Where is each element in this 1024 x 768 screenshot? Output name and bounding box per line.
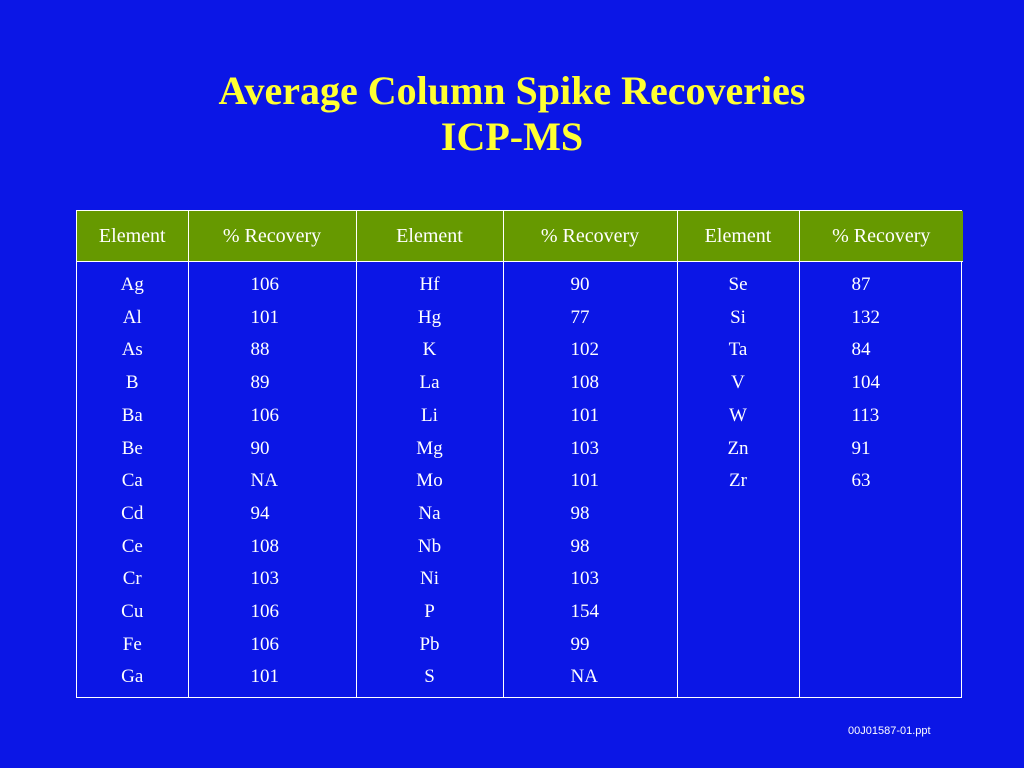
recovery-value: 106	[250, 274, 280, 295]
element-column-2: Hf Hg K La Li Mg Mo Na Nb Ni P Pb S	[355, 261, 503, 697]
recovery-value: 101	[570, 470, 600, 492]
element-column-1: Ag Al As B Ba Be Ca Cd Ce Cr Cu Fe Ga	[77, 262, 188, 698]
element-symbol: Ga	[121, 666, 144, 688]
element-symbol: Li	[421, 404, 438, 426]
element-symbol: Fe	[122, 633, 142, 655]
recovery-column-3: 87 132 84 104 113 91 63	[798, 261, 963, 697]
element-symbol: Cu	[121, 601, 144, 623]
header-recovery-3: % Recovery	[798, 211, 963, 262]
recovery-value: 63	[851, 470, 871, 492]
header-element-3: Element	[676, 211, 799, 262]
element-symbol: As	[121, 339, 143, 361]
title-line-2: ICP-MS	[440, 114, 584, 159]
element-symbol: Cr	[122, 568, 142, 590]
recovery-value: 154	[570, 601, 600, 623]
recovery-value: 132	[851, 306, 881, 328]
element-symbol: Zn	[727, 437, 749, 459]
recovery-value: 104	[851, 372, 881, 394]
header-recovery-1: % Recovery	[187, 211, 356, 262]
element-symbol: Nb	[417, 535, 442, 557]
element-symbol: Na	[418, 502, 441, 524]
recovery-value: 94	[250, 502, 270, 524]
element-symbol: Ni	[420, 568, 439, 590]
element-symbol: Ag	[120, 274, 144, 295]
table-body-row: Ag Al As B Ba Be Ca Cd Ce Cr Cu Fe Ga 106 101 88 89 106 9…	[77, 261, 963, 698]
recovery-value: 103	[570, 437, 600, 459]
recovery-value: 88	[250, 339, 270, 361]
recovery-value: 101	[570, 404, 600, 426]
element-symbol: S	[424, 666, 435, 688]
element-symbol: Cd	[121, 502, 144, 524]
element-column-3: Se Si Ta V W Zn Zr	[676, 261, 799, 697]
slide-title: Average Column Spike Recoveries ICP-MS	[0, 68, 1024, 160]
element-symbol: Zr	[729, 470, 747, 492]
recovery-value: NA	[570, 666, 598, 688]
recovery-value: 87	[851, 274, 871, 295]
element-symbol: La	[419, 372, 440, 394]
element-symbol: Se	[728, 274, 748, 295]
recovery-table-container: Element % Recovery Element % Recovery El…	[76, 210, 963, 698]
element-symbol: Ba	[121, 404, 143, 426]
element-symbol: K	[422, 339, 437, 361]
element-symbol: Hg	[417, 306, 442, 328]
element-symbol: Be	[121, 437, 143, 459]
recovery-value: 108	[250, 535, 280, 557]
recovery-value: 106	[250, 601, 280, 623]
recovery-value: 101	[250, 666, 280, 688]
element-symbol: V	[731, 372, 745, 394]
element-symbol: Ta	[728, 339, 748, 361]
element-symbol: Pb	[419, 633, 440, 655]
recovery-value: 99	[570, 633, 590, 655]
recovery-value: 77	[570, 306, 590, 328]
element-symbol: Mo	[416, 470, 443, 492]
recovery-value: 90	[570, 274, 590, 295]
recovery-value: 91	[851, 437, 871, 459]
element-symbol: W	[729, 404, 747, 426]
element-symbol: Al	[122, 306, 142, 328]
title-line-1: Average Column Spike Recoveries	[218, 68, 806, 113]
recovery-column-1: 106 101 88 89 106 90 NA 94 108 103 106 106 101	[187, 261, 356, 697]
recovery-value: 98	[570, 502, 590, 524]
recovery-value: 89	[250, 372, 270, 394]
element-symbol: Si	[730, 306, 746, 328]
recovery-value: 101	[250, 306, 280, 328]
recovery-value: 106	[250, 633, 280, 655]
header-recovery-2: % Recovery	[502, 211, 677, 262]
element-symbol: Hf	[419, 274, 440, 295]
recovery-value: 113	[851, 404, 880, 426]
recovery-value: 84	[851, 339, 871, 361]
recovery-value: 106	[250, 404, 280, 426]
recovery-column-2: 90 77 102 108 101 103 101 98 98 103 154 99 NA	[502, 261, 677, 697]
recovery-value: 90	[250, 437, 270, 459]
header-element-2: Element	[355, 211, 503, 262]
element-symbol: Mg	[416, 437, 443, 459]
recovery-value: 103	[250, 568, 280, 590]
recovery-value: 103	[570, 568, 600, 590]
recovery-value: 98	[570, 535, 590, 557]
file-name-footer: 00J01587-01.ppt	[848, 725, 931, 737]
header-element-1: Element	[77, 211, 188, 262]
recovery-value: NA	[250, 470, 278, 492]
recovery-table: Element % Recovery Element % Recovery El…	[77, 211, 963, 697]
table-header-row: Element % Recovery Element % Recovery El…	[77, 211, 963, 262]
recovery-value: 108	[570, 372, 600, 394]
element-symbol: B	[125, 372, 139, 394]
recovery-value: 102	[570, 339, 600, 361]
element-symbol: Ca	[121, 470, 143, 492]
element-symbol: P	[424, 601, 435, 623]
element-symbol: Ce	[121, 535, 143, 557]
